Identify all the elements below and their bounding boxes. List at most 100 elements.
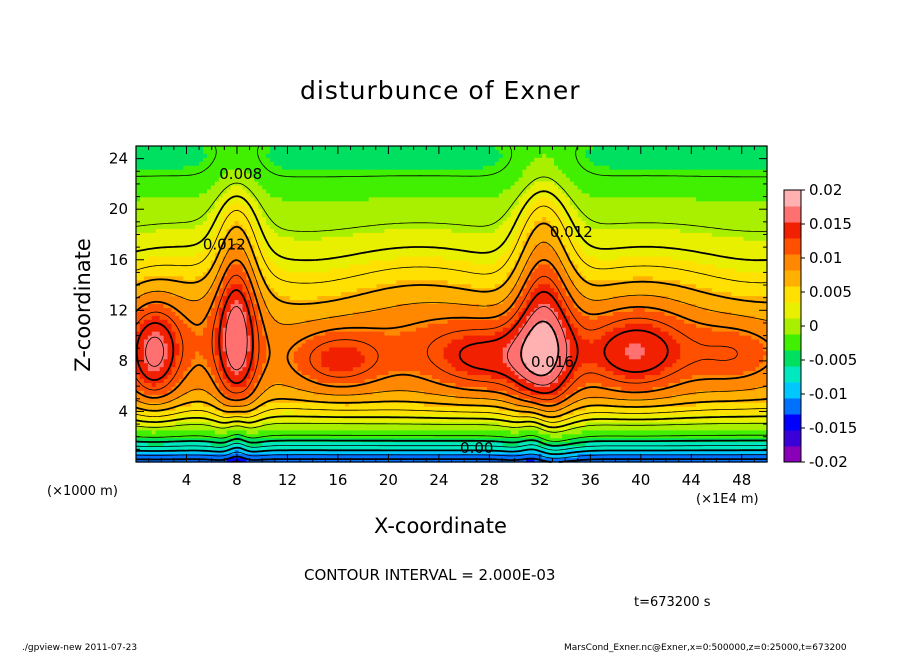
field-cell bbox=[751, 181, 756, 187]
field-cell bbox=[329, 153, 334, 159]
field-cell bbox=[431, 165, 437, 171]
field-cell bbox=[755, 193, 760, 198]
field-cell bbox=[419, 205, 425, 210]
field-cell bbox=[471, 169, 476, 175]
field-cell bbox=[688, 189, 693, 194]
field-cell bbox=[199, 217, 204, 222]
field-cell bbox=[309, 193, 315, 198]
field-cell bbox=[747, 264, 752, 270]
field-cell bbox=[652, 193, 658, 198]
field-cell bbox=[605, 260, 610, 266]
field-cell bbox=[447, 185, 453, 191]
field-cell bbox=[703, 240, 709, 246]
field-cell bbox=[143, 201, 149, 206]
field-cell bbox=[542, 264, 547, 270]
field-cell bbox=[431, 161, 437, 167]
field-cell bbox=[423, 181, 429, 187]
field-cell bbox=[400, 161, 405, 167]
field-cell bbox=[707, 205, 713, 210]
field-cell bbox=[281, 157, 287, 163]
field-cell bbox=[494, 197, 500, 202]
field-cell bbox=[317, 264, 322, 270]
field-cell bbox=[297, 173, 303, 179]
field-cell bbox=[183, 177, 188, 183]
field-cell bbox=[139, 169, 145, 175]
field-cell bbox=[317, 260, 322, 266]
field-cell bbox=[542, 146, 547, 151]
field-cell bbox=[222, 240, 228, 246]
field-cell bbox=[502, 225, 508, 230]
field-cell bbox=[372, 193, 378, 198]
field-cell bbox=[408, 232, 413, 238]
field-cell bbox=[352, 236, 358, 242]
field-cell bbox=[546, 209, 551, 214]
field-cell bbox=[384, 165, 389, 171]
field-cell bbox=[597, 146, 602, 151]
field-cell bbox=[727, 213, 733, 218]
field-cell bbox=[542, 153, 547, 159]
field-cell bbox=[242, 244, 248, 250]
field-cell bbox=[443, 232, 449, 238]
field-cell bbox=[364, 260, 370, 266]
field-cell bbox=[289, 205, 295, 210]
field-cell bbox=[613, 225, 618, 230]
field-cell bbox=[660, 209, 666, 214]
field-cell bbox=[660, 185, 666, 191]
field-cell bbox=[384, 149, 389, 155]
field-cell bbox=[506, 240, 512, 246]
field-cell bbox=[459, 264, 464, 270]
field-cell bbox=[542, 217, 547, 222]
field-cell bbox=[380, 217, 386, 222]
field-cell bbox=[455, 146, 460, 151]
field-cell bbox=[408, 153, 413, 159]
field-cell bbox=[380, 228, 386, 234]
field-cell bbox=[494, 236, 500, 242]
field-cell bbox=[372, 189, 378, 194]
field-cell bbox=[471, 181, 476, 187]
field-cell bbox=[668, 165, 673, 171]
field-cell bbox=[573, 205, 579, 210]
field-cell bbox=[494, 217, 500, 222]
field-cell bbox=[329, 146, 334, 151]
field-cell bbox=[151, 252, 157, 258]
field-cell bbox=[384, 153, 389, 159]
field-cell bbox=[400, 201, 405, 206]
field-cell bbox=[759, 201, 764, 206]
field-cell bbox=[502, 146, 508, 151]
field-cell bbox=[230, 193, 236, 198]
field-cell bbox=[206, 252, 212, 258]
field-cell bbox=[763, 240, 768, 246]
field-cell bbox=[183, 193, 188, 198]
field-cell bbox=[435, 161, 441, 167]
field-cell bbox=[530, 244, 535, 250]
field-cell bbox=[151, 205, 157, 210]
field-cell bbox=[660, 177, 666, 183]
field-cell bbox=[364, 228, 370, 234]
field-cell bbox=[755, 149, 760, 155]
field-cell bbox=[187, 248, 192, 254]
field-cell bbox=[242, 240, 248, 246]
field-cell bbox=[289, 248, 295, 254]
field-cell bbox=[230, 173, 236, 179]
chart-title: disturbunce of Exner bbox=[300, 76, 581, 105]
field-cell bbox=[309, 153, 315, 159]
field-cell bbox=[199, 153, 204, 159]
field-cell bbox=[281, 177, 287, 183]
field-cell bbox=[597, 228, 602, 234]
field-cell bbox=[309, 264, 315, 270]
field-cell bbox=[703, 185, 709, 191]
field-cell bbox=[155, 225, 161, 230]
field-cell bbox=[561, 240, 567, 246]
field-cell bbox=[625, 189, 630, 194]
field-cell bbox=[518, 169, 524, 175]
field-cell bbox=[554, 264, 559, 270]
field-cell bbox=[266, 209, 271, 214]
field-cell bbox=[187, 236, 192, 242]
field-cell bbox=[727, 146, 733, 151]
field-cell bbox=[408, 205, 413, 210]
field-cell bbox=[723, 225, 729, 230]
field-cell bbox=[747, 169, 752, 175]
field-cell bbox=[392, 185, 397, 191]
field-cell bbox=[352, 181, 358, 187]
field-cell bbox=[554, 153, 559, 159]
